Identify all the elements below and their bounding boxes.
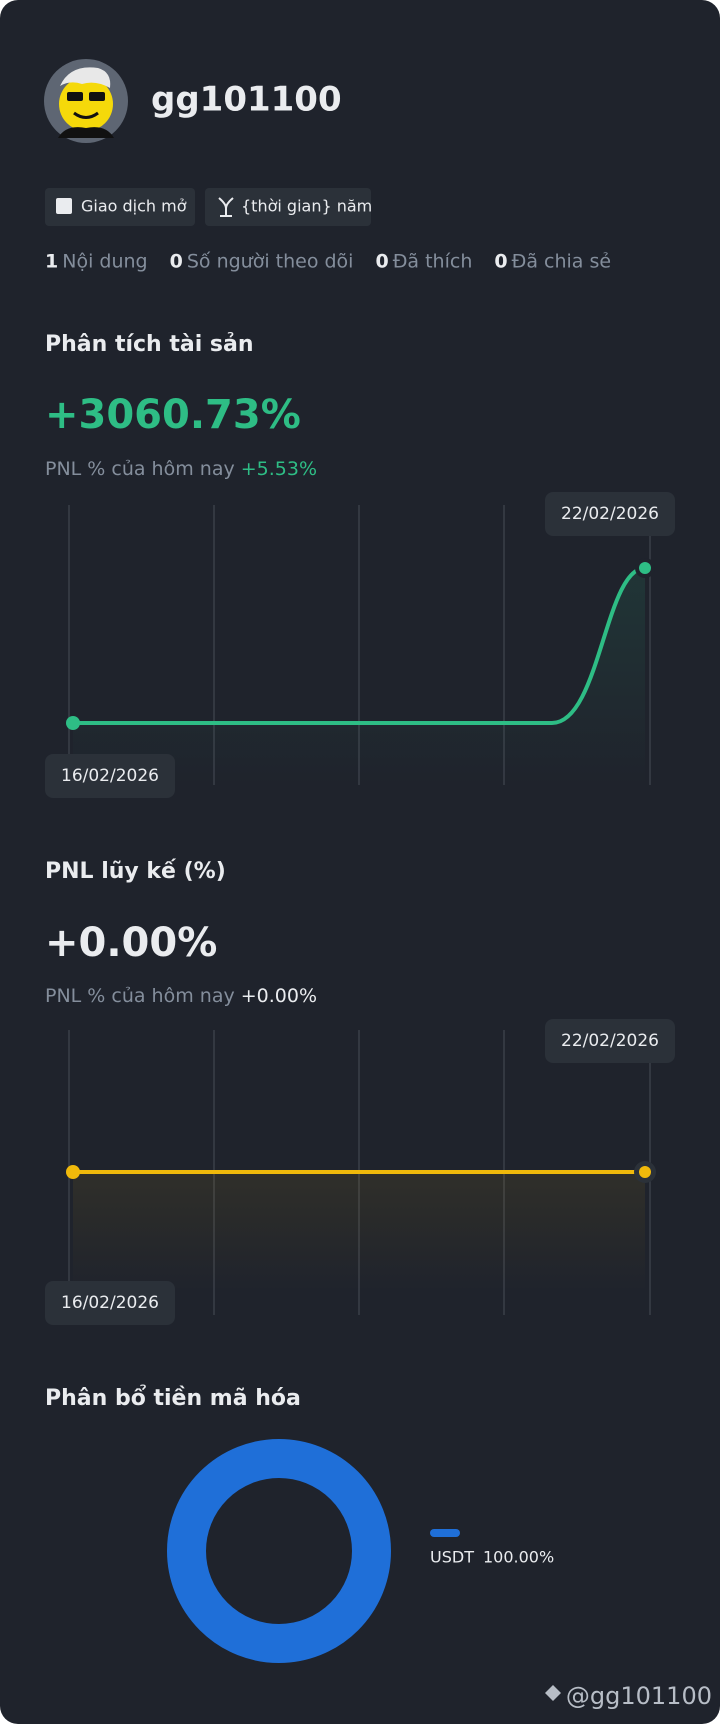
tooltip bbox=[45, 1281, 175, 1325]
badge-label: Giao dịch mở bbox=[81, 197, 187, 216]
stat-label: Số người theo dõi bbox=[187, 251, 354, 273]
stat-value: 0 bbox=[494, 251, 507, 273]
logo bbox=[545, 1685, 561, 1701]
today-pnl-label: PNL % của hôm nay +0.00% bbox=[45, 985, 317, 1007]
stat-label: Đã thích bbox=[393, 251, 473, 273]
tooltip bbox=[545, 492, 675, 536]
section-title: Phân bổ tiền mã hóa bbox=[45, 1385, 301, 1411]
pnl-line bbox=[73, 566, 646, 725]
end-date: 22/02/2026 bbox=[561, 1031, 659, 1051]
line-point bbox=[639, 1166, 651, 1178]
avatar bbox=[44, 59, 128, 143]
stats-row: 1 Nội dung 0 Số người theo dõi 0 Đã thích 0 Đã … bbox=[45, 251, 611, 273]
footer-handle: @gg101100 bbox=[566, 1682, 712, 1710]
legend-value: 100.00% bbox=[483, 1548, 554, 1567]
today-pnl-label: PNL % của hôm nay +5.53% bbox=[45, 458, 317, 480]
stat-value: 0 bbox=[375, 251, 388, 273]
username: gg101100 bbox=[151, 80, 342, 120]
line-point bbox=[639, 562, 651, 574]
stat-value: 1 bbox=[45, 251, 58, 273]
line-area bbox=[73, 1172, 645, 1292]
pnl-value: +0.00% bbox=[45, 920, 217, 966]
start-date: 16/02/2026 bbox=[61, 1293, 159, 1313]
tooltip bbox=[545, 1019, 675, 1063]
legend-label: USDT bbox=[430, 1548, 474, 1567]
badge bbox=[45, 188, 195, 226]
badge bbox=[205, 188, 371, 226]
stat-value: 0 bbox=[170, 251, 183, 273]
line-point bbox=[66, 716, 80, 730]
stat-label: Đã chia sẻ bbox=[512, 251, 611, 273]
start-date: 16/02/2026 bbox=[61, 766, 159, 786]
stat-label: Nội dung bbox=[62, 251, 147, 273]
badge-label: {thời gian} năm bbox=[241, 197, 372, 216]
tooltip bbox=[45, 754, 175, 798]
legend-swatch bbox=[430, 1529, 460, 1537]
section-title: Phân tích tài sản bbox=[45, 332, 254, 357]
line-point bbox=[66, 1165, 80, 1179]
donut-segment bbox=[167, 1439, 391, 1663]
donut-chart: USDT 100.00% bbox=[167, 1439, 554, 1663]
section-title: PNL lũy kế (%) bbox=[45, 859, 226, 884]
badge-icon bbox=[218, 197, 234, 217]
badge-icon bbox=[56, 198, 72, 214]
line-area bbox=[73, 568, 645, 785]
pnl-value: +3060.73% bbox=[45, 392, 301, 438]
end-date: 22/02/2026 bbox=[561, 504, 659, 524]
